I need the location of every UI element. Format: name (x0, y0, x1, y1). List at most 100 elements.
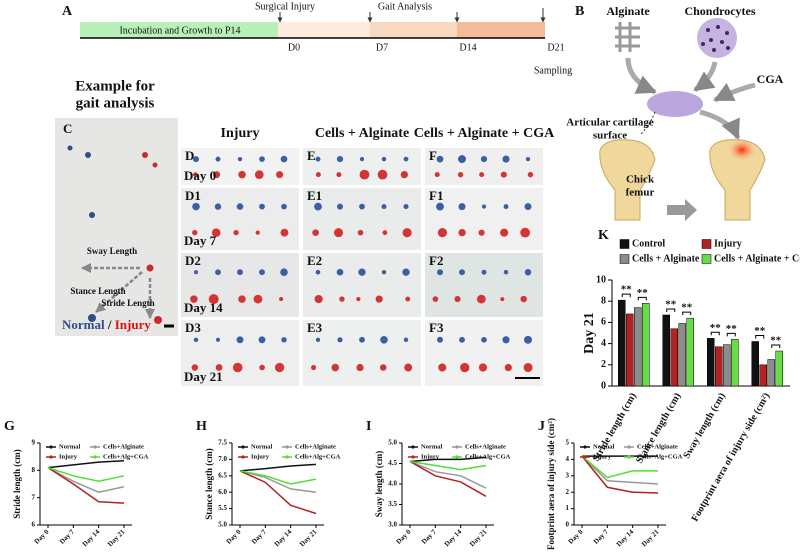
footprint (525, 156, 531, 162)
footprint (359, 169, 370, 180)
panel-label: J (538, 419, 545, 434)
footprint (503, 269, 509, 275)
legend-swatch (241, 445, 245, 449)
significance-bracket (755, 334, 765, 339)
photo-label: F1 (429, 188, 443, 203)
annotation: ** (665, 299, 677, 311)
footprint (331, 363, 340, 372)
footprint (232, 362, 243, 373)
x-tick-label: Day 7 (420, 528, 438, 546)
x-tick-label: Day 21 (298, 528, 319, 549)
legend-swatch (49, 455, 53, 459)
footprint (458, 155, 466, 164)
bar (707, 338, 715, 387)
legend-swatch (241, 455, 245, 459)
timeline: A Incubation and Growth to P14 Surgical … (62, 1, 572, 76)
footprint (238, 295, 246, 303)
y-tick-label: 6 (601, 317, 606, 328)
photo-label: E1 (307, 188, 322, 203)
y-tick-label: 7 (32, 493, 36, 501)
line (47, 460, 125, 469)
y-tick-label: 4 (566, 455, 570, 463)
x-tick-label: Day 7 (58, 528, 76, 546)
y-tick-label: 6.0 (218, 488, 227, 496)
footprint (380, 335, 388, 344)
legend-label: Cells+Alginate (637, 443, 678, 450)
footprint (520, 295, 527, 303)
footprint (315, 156, 321, 162)
footprint (238, 170, 246, 179)
photo-label: F (429, 148, 437, 163)
line (239, 463, 317, 472)
footprint (211, 228, 221, 237)
phase-label: Incubation and Growth to P14 (119, 25, 240, 36)
label: surface (593, 130, 627, 142)
arrow (713, 82, 756, 103)
panel-label: I (366, 419, 371, 434)
photo (181, 253, 299, 317)
alginate-icon (615, 22, 640, 52)
legend-label: Cells+Alginate (103, 443, 144, 450)
column-header: Injury (221, 126, 260, 141)
x-tick-label: Day 0 (395, 528, 413, 546)
footprint (402, 228, 412, 238)
photo (303, 188, 421, 250)
footprint (191, 364, 199, 371)
label: Chick (626, 174, 655, 186)
arrow (625, 57, 657, 95)
x-tick-label: Day 14 (273, 528, 294, 549)
x-tick-label: Day 21 (640, 528, 661, 549)
y-tick-label: 4.0 (388, 480, 397, 488)
label: Sway Length (87, 246, 137, 256)
footprint (192, 229, 198, 236)
column-header: Cells + Alginate + CGA (414, 126, 555, 141)
gait-example: Example for gait analysis C Sway Length … (55, 78, 178, 336)
column-header: Cells + Alginate (315, 126, 409, 141)
panel-label: G (4, 419, 15, 434)
phase-bar (457, 22, 545, 38)
footprint (236, 203, 244, 210)
footprint (314, 294, 323, 304)
y-tick-label: 5.0 (388, 439, 397, 447)
footprint (314, 202, 322, 211)
arrow (667, 199, 697, 221)
line (581, 455, 658, 479)
bar (642, 303, 650, 387)
legend-swatch (583, 455, 587, 459)
footprint (336, 155, 344, 163)
footprint (404, 363, 413, 372)
line (409, 460, 487, 471)
y-tick-label: 3.5 (388, 500, 397, 508)
bar (662, 314, 670, 387)
photo-label: F3 (429, 320, 444, 335)
annotation: ** (770, 335, 782, 347)
day-label: D7 (376, 42, 388, 53)
photo (181, 320, 299, 386)
row-label: Day 21 (184, 369, 223, 384)
footprint (379, 364, 387, 371)
legend-label: Cells+Alg+CGA (465, 453, 511, 460)
photo (181, 188, 299, 250)
photo (425, 188, 543, 250)
footprint (520, 227, 531, 238)
y-tick-label: 2 (566, 488, 570, 496)
legend-swatch (455, 455, 459, 459)
footprint (377, 169, 388, 180)
footprint (402, 268, 410, 276)
footprint (524, 268, 532, 276)
y-tick-label: 5.0 (218, 521, 227, 529)
legend-label: Injury (59, 453, 78, 460)
chondrocytes-icon (697, 18, 737, 58)
legend-label: Normal (251, 443, 272, 450)
label: Alginate (606, 4, 650, 18)
legend-label: Cells+Alginate (295, 443, 336, 450)
title: Example for (75, 78, 155, 94)
footprint (279, 297, 284, 302)
x-tick-label: Day 14 (615, 528, 636, 549)
footprint (481, 204, 487, 209)
event-label: Surgical Injury (255, 1, 315, 12)
footprint (193, 270, 199, 275)
legend-label: Control (632, 238, 665, 249)
label: Articular cartilage (566, 117, 654, 129)
